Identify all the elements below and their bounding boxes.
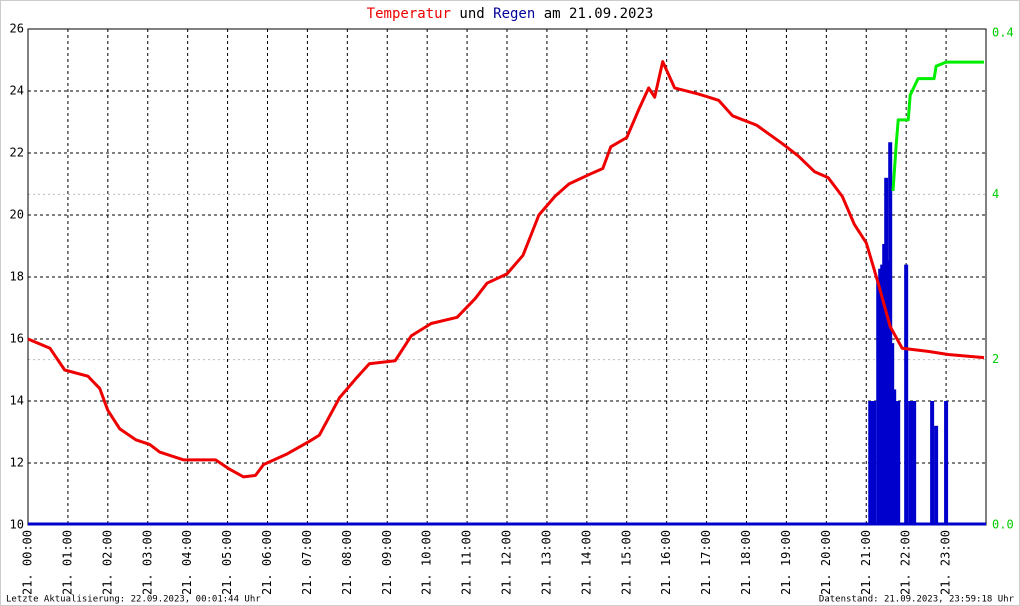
x-tick-label: 21. 00:00 <box>21 530 35 595</box>
title-part: und <box>459 6 484 22</box>
x-tick-label: 21. 13:00 <box>539 530 553 595</box>
x-tick-label: 21. 04:00 <box>180 530 194 595</box>
bar <box>930 401 935 525</box>
x-tick-label: 21. 07:00 <box>300 530 314 595</box>
y-tick-label: 18 <box>10 270 24 284</box>
x-tick-label: 21. 12:00 <box>500 530 514 595</box>
bar <box>934 425 939 525</box>
y-tick-label: 16 <box>10 332 24 346</box>
bar <box>888 142 893 525</box>
title-part: Temperatur <box>367 6 451 22</box>
y2-tick-label: 4 <box>992 187 999 201</box>
chart-title: Temperatur und Regen am 21.09.2023 <box>367 6 654 22</box>
bar <box>896 401 901 525</box>
x-tick-label: 21. 14:00 <box>579 530 593 595</box>
x-tick-label: 21. 17:00 <box>699 530 713 595</box>
y-tick-label: 12 <box>10 456 24 470</box>
x-tick-label: 21. 11:00 <box>460 530 474 595</box>
x-tick-label: 21. 03:00 <box>140 530 154 595</box>
y-tick-label: 14 <box>10 394 24 408</box>
x-tick-label: 21. 23:00 <box>939 530 953 595</box>
x-tick-label: 21. 10:00 <box>420 530 434 595</box>
x-tick-label: 21. 16:00 <box>659 530 673 595</box>
line <box>27 60 985 479</box>
footer-right: Datenstand: 21.09.2023, 23:59:18 Uhr <box>819 595 1015 605</box>
x-tick-label: 21. 21:00 <box>859 530 873 595</box>
bar <box>944 401 949 525</box>
y-tick-label: 10 <box>10 518 24 532</box>
x-tick-label: 21. 15:00 <box>619 530 633 595</box>
bar <box>872 401 877 525</box>
y-tick-label: 20 <box>10 208 24 222</box>
y2-tick-label: 0.4 <box>992 26 1014 40</box>
y-tick-label: 22 <box>10 146 24 160</box>
bar <box>904 264 909 525</box>
y2-tick-label: 2 <box>992 352 999 366</box>
y-tick-label: 24 <box>10 84 24 98</box>
line <box>891 60 984 192</box>
x-tick-label: 21. 19:00 <box>779 530 793 595</box>
x-tick-label: 21. 18:00 <box>739 530 753 595</box>
x-tick-label: 21. 05:00 <box>220 530 234 595</box>
x-tick-label: 21. 01:00 <box>60 530 74 595</box>
y2-tick-label: 0.0 <box>992 518 1014 532</box>
x-tick-label: 21. 06:00 <box>260 530 274 595</box>
x-tick-label: 21. 20:00 <box>819 530 833 595</box>
footer-left: Letzte Aktualisierung: 22.09.2023, 00:01… <box>6 595 261 605</box>
x-tick-label: 21. 08:00 <box>340 530 354 595</box>
y-tick-label: 26 <box>10 22 24 36</box>
x-tick-label: 21. 02:00 <box>100 530 114 595</box>
x-tick-label: 21. 09:00 <box>380 530 394 595</box>
title-part: Regen <box>493 6 535 22</box>
title-part: am 21.09.2023 <box>544 6 654 22</box>
bar <box>912 401 917 525</box>
x-tick-label: 21. 22:00 <box>899 530 913 595</box>
